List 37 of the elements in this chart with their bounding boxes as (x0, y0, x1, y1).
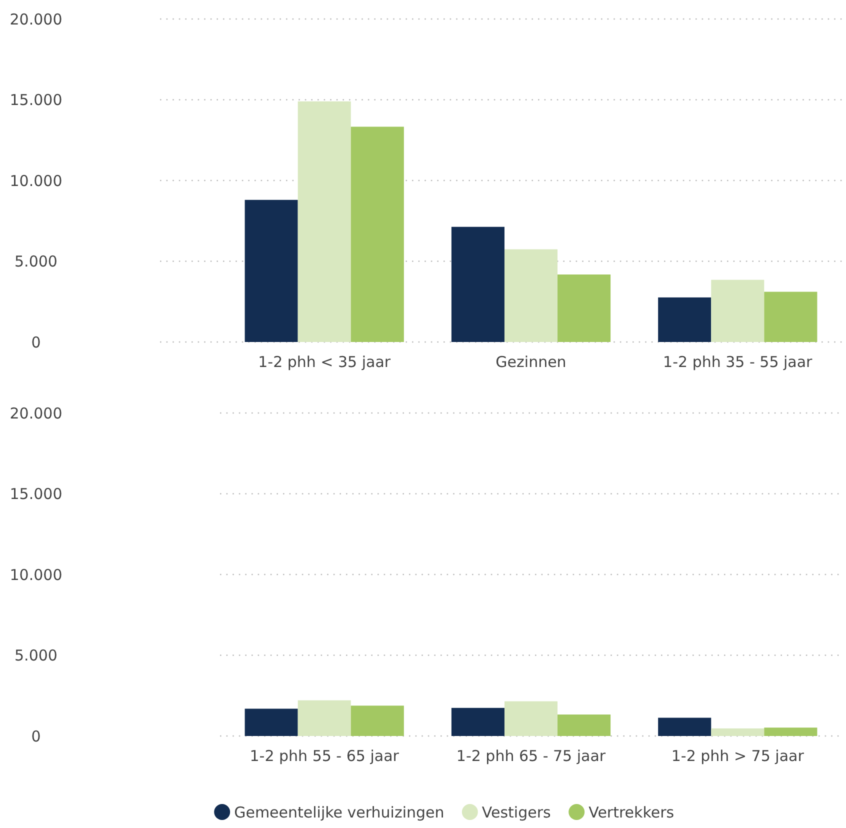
y-tick-label: 15.000 (10, 91, 62, 109)
bar (298, 101, 351, 342)
y-tick-label: 20.000 (10, 404, 62, 422)
y-tick-label: 5.000 (14, 646, 58, 664)
legend-label: Gemeentelijke verhuizingen (234, 803, 444, 822)
bar (711, 728, 764, 736)
bar (504, 701, 558, 736)
bar (244, 200, 298, 342)
y-tick-label: 5.000 (14, 252, 58, 270)
bar (451, 226, 504, 342)
bar (658, 718, 712, 736)
y-tick-label: 0 (31, 333, 41, 352)
legend-label: Vestigers (482, 803, 552, 822)
bar (244, 708, 298, 736)
bar (558, 714, 611, 736)
bar (764, 728, 818, 736)
bar (298, 700, 351, 736)
x-tick-label: 1-2 phh 65 - 75 jaar (456, 747, 606, 765)
x-tick-label: 1-2 phh 55 - 65 jaar (250, 747, 400, 765)
y-tick-label: 0 (31, 727, 41, 746)
x-tick-label: 1-2 phh > 75 jaar (671, 747, 805, 765)
bar (350, 706, 404, 736)
legend-label: Vertrekkers (588, 803, 674, 822)
bar (764, 292, 818, 342)
y-tick-label: 10.000 (10, 172, 62, 190)
y-tick-label: 15.000 (10, 485, 62, 503)
x-tick-label: 1-2 phh 35 - 55 jaar (663, 353, 814, 371)
x-tick-label: Gezinnen (496, 353, 566, 371)
y-tick-label: 10.000 (10, 566, 62, 584)
y-tick-label: 20.000 (10, 10, 62, 28)
bar (350, 126, 404, 342)
x-tick-label: 1-2 phh < 35 jaar (258, 353, 392, 371)
bar (658, 297, 712, 342)
bar (451, 708, 504, 736)
bar (558, 274, 611, 342)
bar (504, 249, 558, 342)
bar (711, 280, 764, 342)
